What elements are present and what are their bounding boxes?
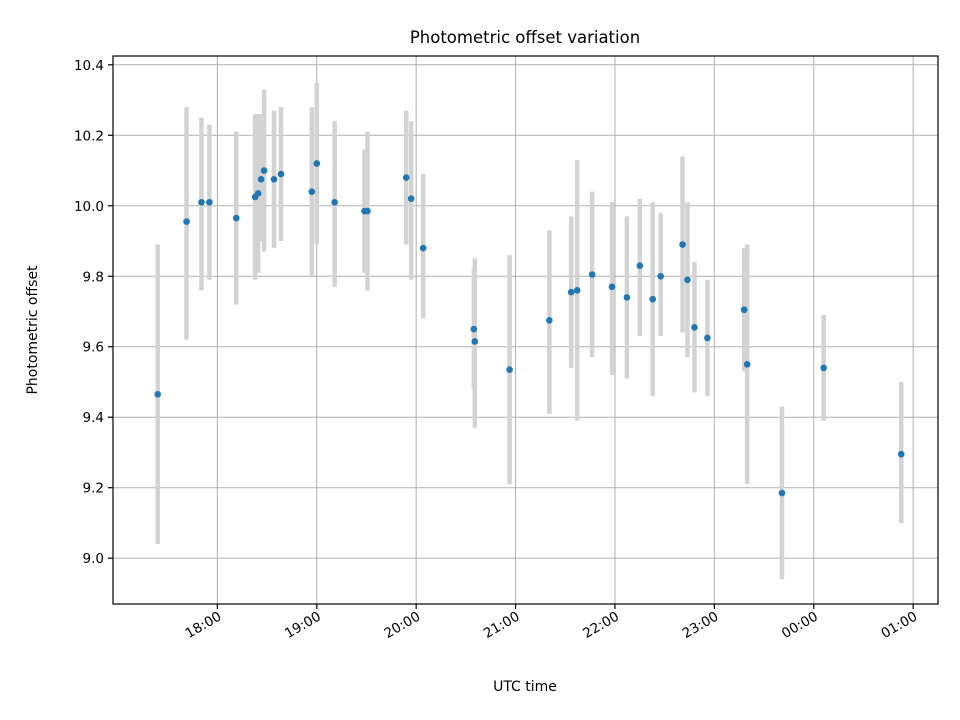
y-tick-label: 10.4 xyxy=(74,58,104,74)
data-point xyxy=(778,489,786,497)
data-point xyxy=(567,288,575,296)
data-point xyxy=(740,306,748,314)
y-tick-label: 9.6 xyxy=(83,340,104,356)
data-point xyxy=(588,271,596,278)
data-point xyxy=(198,198,205,206)
data-point xyxy=(183,218,190,225)
data-point xyxy=(636,262,644,269)
data-point xyxy=(254,190,262,197)
x-axis-label: UTC time xyxy=(493,679,557,695)
grid-layer xyxy=(113,56,938,604)
data-point xyxy=(308,188,316,195)
data-point xyxy=(649,295,657,303)
data-point xyxy=(232,214,240,222)
y-tick-label: 9.8 xyxy=(83,269,104,285)
data-point xyxy=(684,276,691,284)
data-point xyxy=(679,241,686,248)
data-point xyxy=(704,334,711,342)
point-layer xyxy=(154,160,905,497)
data-point xyxy=(364,207,371,215)
y-tick-label: 9.4 xyxy=(83,410,104,426)
data-point xyxy=(260,167,268,174)
data-point xyxy=(419,244,427,252)
data-point xyxy=(506,366,513,373)
data-point xyxy=(691,324,698,331)
y-tick-label: 10.0 xyxy=(74,199,104,215)
data-point xyxy=(407,195,415,203)
data-point xyxy=(471,338,479,345)
data-point xyxy=(402,174,410,181)
data-point xyxy=(820,364,827,372)
data-point xyxy=(154,391,162,398)
plot-frame xyxy=(112,55,939,605)
data-point xyxy=(470,325,478,333)
y-tick-label: 9.0 xyxy=(83,551,104,567)
data-point xyxy=(743,361,751,368)
data-point xyxy=(313,160,321,167)
data-point xyxy=(546,317,553,324)
data-point xyxy=(270,176,278,183)
y-axis: 9.0 9.2 9.4 9.6 9.8 10.0 10.2 10.4 xyxy=(74,58,113,567)
data-point xyxy=(623,294,631,301)
y-tick-label: 10.2 xyxy=(74,128,104,144)
y-tick-label: 9.2 xyxy=(83,481,104,497)
chart-title: Photometric offset variation xyxy=(410,28,640,47)
y-axis-label: Photometric offset xyxy=(25,265,41,395)
data-point xyxy=(277,170,285,178)
data-point xyxy=(257,176,265,183)
data-point xyxy=(608,283,616,291)
data-point xyxy=(331,198,338,206)
data-point xyxy=(657,272,664,280)
data-point xyxy=(573,287,581,294)
data-point xyxy=(206,198,213,206)
data-point xyxy=(897,450,905,458)
